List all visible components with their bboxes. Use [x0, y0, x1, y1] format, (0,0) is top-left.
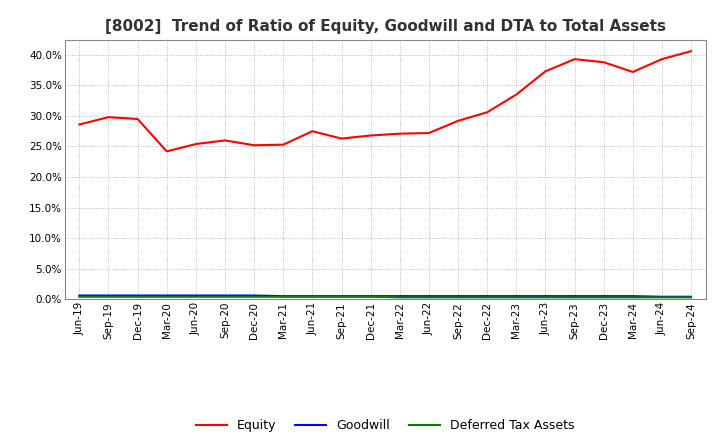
Deferred Tax Assets [337, 294, 346, 299]
Equity [279, 142, 287, 147]
Legend: Equity, Goodwill, Deferred Tax Assets: Equity, Goodwill, Deferred Tax Assets [191, 414, 580, 437]
Equity [570, 56, 579, 62]
Deferred Tax Assets [512, 295, 521, 300]
Equity [75, 122, 84, 127]
Goodwill [104, 293, 113, 298]
Deferred Tax Assets [570, 295, 579, 300]
Equity [250, 143, 258, 148]
Equity [308, 128, 317, 134]
Title: [8002]  Trend of Ratio of Equity, Goodwill and DTA to Total Assets: [8002] Trend of Ratio of Equity, Goodwil… [104, 19, 666, 34]
Deferred Tax Assets [220, 294, 229, 299]
Deferred Tax Assets [541, 295, 550, 300]
Equity [366, 133, 375, 138]
Deferred Tax Assets [366, 294, 375, 299]
Goodwill [657, 294, 666, 299]
Equity [629, 70, 637, 75]
Equity [483, 110, 492, 115]
Deferred Tax Assets [308, 294, 317, 299]
Deferred Tax Assets [395, 295, 404, 300]
Goodwill [192, 293, 200, 298]
Goodwill [483, 293, 492, 299]
Goodwill [425, 293, 433, 299]
Deferred Tax Assets [192, 294, 200, 299]
Goodwill [395, 293, 404, 299]
Deferred Tax Assets [279, 294, 287, 299]
Goodwill [599, 293, 608, 299]
Equity [192, 141, 200, 147]
Goodwill [570, 293, 579, 299]
Equity [425, 130, 433, 136]
Deferred Tax Assets [425, 295, 433, 300]
Equity [687, 48, 696, 54]
Deferred Tax Assets [629, 295, 637, 300]
Deferred Tax Assets [133, 294, 142, 299]
Goodwill [337, 293, 346, 299]
Equity [220, 138, 229, 143]
Goodwill [250, 293, 258, 298]
Goodwill [75, 293, 84, 298]
Goodwill [220, 293, 229, 298]
Equity [512, 92, 521, 97]
Deferred Tax Assets [104, 294, 113, 299]
Line: Equity: Equity [79, 51, 691, 151]
Deferred Tax Assets [75, 294, 84, 299]
Goodwill [687, 294, 696, 299]
Goodwill [454, 293, 462, 299]
Goodwill [279, 293, 287, 299]
Equity [337, 136, 346, 141]
Goodwill [163, 293, 171, 298]
Deferred Tax Assets [163, 294, 171, 299]
Deferred Tax Assets [454, 295, 462, 300]
Equity [599, 59, 608, 65]
Deferred Tax Assets [687, 295, 696, 300]
Equity [657, 56, 666, 62]
Deferred Tax Assets [657, 295, 666, 300]
Equity [395, 131, 404, 136]
Deferred Tax Assets [599, 295, 608, 300]
Equity [163, 149, 171, 154]
Goodwill [629, 293, 637, 299]
Line: Goodwill: Goodwill [79, 296, 691, 297]
Deferred Tax Assets [250, 294, 258, 299]
Goodwill [541, 293, 550, 299]
Deferred Tax Assets [483, 295, 492, 300]
Equity [104, 114, 113, 120]
Goodwill [512, 293, 521, 299]
Goodwill [366, 293, 375, 299]
Goodwill [133, 293, 142, 298]
Equity [541, 69, 550, 74]
Equity [133, 116, 142, 121]
Goodwill [308, 293, 317, 299]
Equity [454, 118, 462, 124]
